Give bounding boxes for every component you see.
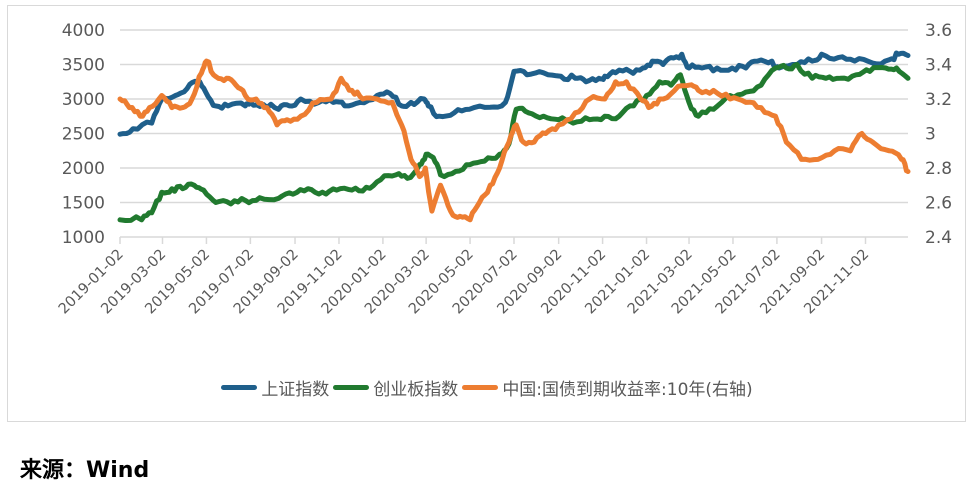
right-axis-tick-label: 2.4 <box>925 228 952 248</box>
source-note: 来源：Wind <box>20 458 150 483</box>
legend-swatch-chinext <box>333 385 370 390</box>
right-axis-tick-label: 2.8 <box>925 159 952 179</box>
left-axis-tick-label: 2500 <box>62 125 105 145</box>
series-line-2 <box>117 58 911 223</box>
right-axis-tick-label: 2.6 <box>925 194 952 214</box>
line-chart: 1000 1500 2000 2500 3000 3500 4000 2.4 2.6 2.8 3 3… <box>56 21 952 317</box>
left-axis-tick-label: 3000 <box>62 90 105 110</box>
legend-item-chinext: 创业板指数 <box>333 375 458 400</box>
right-axis-tick-label: 3 <box>925 125 936 145</box>
x-axis: 2019-01-022019-03-022019-05-022019-07-02… <box>56 237 872 317</box>
left-axis-tick-label: 1000 <box>62 228 105 248</box>
legend-label-chinext: 创业板指数 <box>373 380 459 400</box>
legend-item-shanghai: 上证指数 <box>221 375 329 400</box>
legend-swatch-bond-yield <box>462 385 499 390</box>
left-axis-tick-label: 2000 <box>62 159 105 179</box>
right-axis-tick-label: 3.6 <box>925 21 952 41</box>
right-axis-tick-label: 3.2 <box>925 90 952 110</box>
series-lines <box>117 50 911 223</box>
legend-label-bond-yield: 中国:国债到期收益率:10年(右轴) <box>502 380 753 400</box>
legend-label-shanghai: 上证指数 <box>261 380 330 400</box>
left-axis-tick-label: 1500 <box>62 194 105 214</box>
right-y-axis: 2.4 2.6 2.8 3 3.2 3.4 3.6 <box>925 21 952 248</box>
legend-item-bond-yield: 中国:国债到期收益率:10年(右轴) <box>462 375 753 400</box>
left-y-axis: 1000 1500 2000 2500 3000 3500 4000 <box>62 21 105 248</box>
left-axis-tick-label: 3500 <box>62 56 105 76</box>
series-line-0 <box>117 50 911 137</box>
right-axis-tick-label: 3.4 <box>925 56 952 76</box>
left-axis-tick-label: 4000 <box>62 21 105 41</box>
legend-swatch-shanghai <box>221 385 258 390</box>
chart-legend: 上证指数 创业板指数 中国:国债到期收益率:10年(右轴) <box>0 375 974 400</box>
